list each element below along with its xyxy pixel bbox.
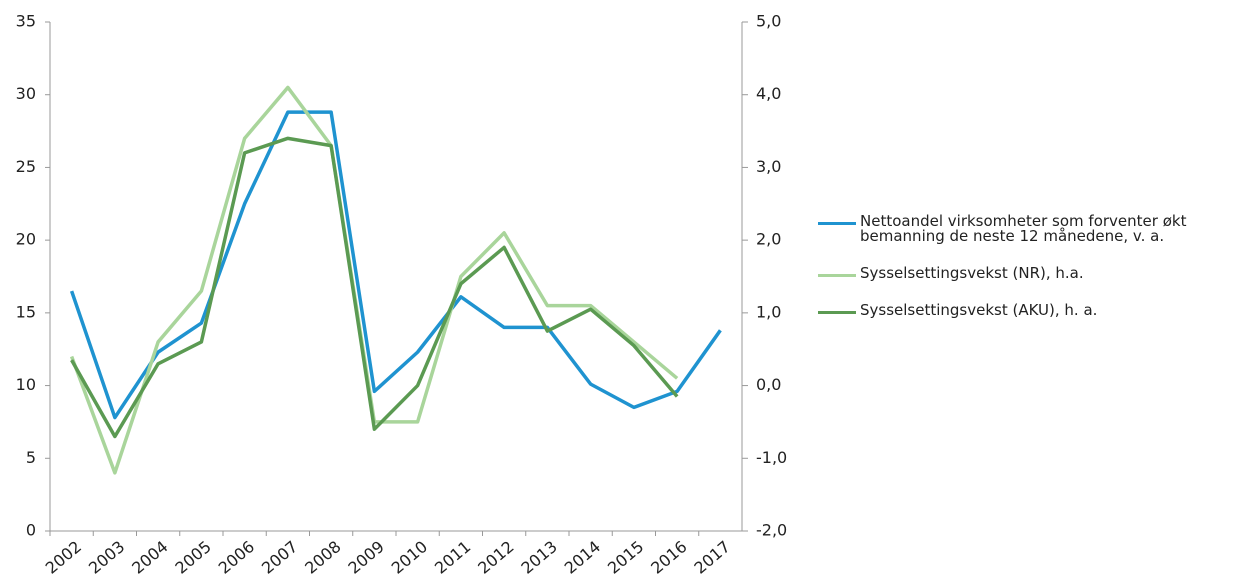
y2-tick-label: 0,0 [756, 375, 781, 394]
legend-swatch [818, 274, 856, 277]
legend-swatch [818, 311, 856, 314]
legend-swatch [818, 222, 856, 225]
x-tick-label: 2012 [474, 537, 517, 578]
x-tick-label: 2006 [215, 537, 258, 578]
y-tick-label: 20 [16, 230, 36, 249]
series-line [69, 85, 679, 475]
series-line [69, 110, 722, 420]
y-tick-label: 0 [26, 521, 36, 540]
x-tick-label: 2009 [344, 537, 387, 578]
legend-item: Sysselsettingsvekst (AKU), h. a. [818, 303, 1198, 318]
y2-tick-label: -2,0 [756, 521, 787, 540]
y-tick-label: 30 [16, 84, 36, 103]
series-line [70, 136, 679, 439]
x-tick-label: 2007 [258, 537, 301, 578]
y-tick-label: 15 [16, 302, 36, 321]
x-tick-label: 2010 [388, 537, 431, 578]
x-tick-label: 2011 [431, 537, 474, 578]
x-tick-label: 2015 [604, 537, 647, 578]
y2-tick-label: -1,0 [756, 448, 787, 467]
legend-label: Nettoandel virksomheter som forventer øk… [860, 212, 1187, 245]
y2-tick-label: 1,0 [756, 302, 781, 321]
x-tick-label: 2013 [517, 537, 560, 578]
legend-item: Nettoandel virksomheter som forventer øk… [818, 214, 1198, 244]
y2-tick-label: 3,0 [756, 157, 781, 176]
y2-tick-label: 5,0 [756, 12, 781, 31]
x-tick-label: 2003 [85, 537, 128, 578]
x-tick-label: 2002 [42, 537, 85, 578]
legend-item: Sysselsettingsvekst (NR), h.a. [818, 266, 1198, 281]
y-tick-label: 10 [16, 375, 36, 394]
x-tick-label: 2008 [301, 537, 344, 578]
legend-label: Sysselsettingsvekst (NR), h.a. [860, 264, 1084, 282]
y-tick-label: 25 [16, 157, 36, 176]
x-tick-label: 2005 [171, 537, 214, 578]
x-tick-label: 2017 [690, 537, 733, 578]
legend-label: Sysselsettingsvekst (AKU), h. a. [860, 301, 1098, 319]
y-tick-label: 5 [26, 448, 36, 467]
y2-tick-label: 2,0 [756, 230, 781, 249]
x-tick-label: 2004 [128, 537, 171, 578]
legend: Nettoandel virksomheter som forventer øk… [818, 214, 1198, 340]
y-tick-label: 35 [16, 12, 36, 31]
y2-tick-label: 4,0 [756, 84, 781, 103]
x-tick-label: 2014 [561, 537, 604, 578]
x-tick-label: 2016 [647, 537, 690, 578]
